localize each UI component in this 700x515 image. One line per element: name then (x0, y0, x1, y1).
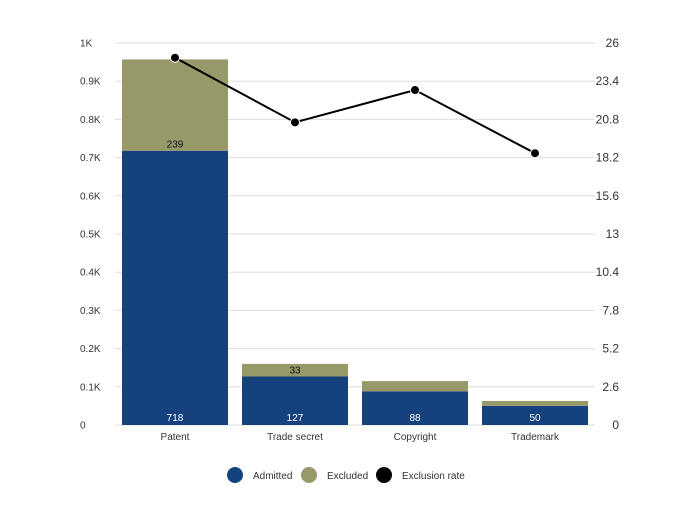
right-tick-label: 18.2 (596, 151, 620, 165)
legend-swatch (376, 467, 392, 483)
left-tick-label: 0.6K (80, 191, 101, 202)
bar-excluded (362, 381, 468, 392)
legend-item: Admitted (227, 467, 292, 483)
right-tick-label: 5.2 (602, 342, 619, 356)
bar-admitted (482, 405, 588, 425)
bar-excluded (482, 400, 588, 406)
right-tick-label: 7.8 (602, 303, 619, 317)
legend-label: Excluded (327, 471, 368, 482)
data-label: 718 (167, 413, 184, 424)
left-tick-label: 0.8K (80, 115, 101, 126)
left-tick-label: 0.9K (80, 77, 101, 88)
data-label: 50 (529, 413, 541, 424)
left-tick-label: 0.2K (80, 344, 101, 355)
left-tick-label: 1K (80, 39, 93, 50)
line-point (170, 52, 180, 63)
bar-excluded (242, 363, 348, 377)
category-labels: Patent Trade secret Copyright Trademark (161, 432, 560, 443)
bar-admitted (362, 391, 468, 425)
left-tick-label: 0.4K (80, 268, 101, 279)
category-label: Copyright (394, 432, 437, 443)
left-tick-label: 0.1K (80, 382, 101, 393)
category-label: Trade secret (267, 432, 323, 443)
bar-admitted (122, 150, 228, 425)
line-point (290, 117, 300, 128)
left-tick-label: 0.3K (80, 306, 101, 317)
right-tick-label: 10.4 (596, 265, 620, 279)
exclusion-rate-line (170, 52, 540, 159)
right-tick-label: 15.6 (596, 189, 620, 203)
left-tick-label: 0.5K (80, 230, 101, 241)
legend-swatch (227, 467, 243, 483)
right-tick-label: 23.4 (596, 74, 620, 88)
category-label: Patent (161, 432, 190, 443)
right-tick-label: 13 (606, 227, 620, 241)
right-tick-label: 2.6 (602, 380, 619, 394)
legend-swatch (301, 467, 317, 483)
line-point (410, 85, 420, 96)
right-tick-label: 0 (612, 418, 619, 432)
right-axis-ticks: 0 2.6 5.2 7.8 10.4 13 15.6 18.2 20.8 23.4 26 (596, 36, 620, 432)
legend: Admitted Excluded Exclusion rate (227, 467, 465, 483)
data-label: 127 (287, 413, 304, 424)
category-label: Trademark (511, 432, 560, 443)
data-label: 239 (167, 140, 184, 151)
right-tick-label: 20.8 (596, 112, 620, 126)
left-tick-label: 0.7K (80, 153, 101, 164)
bar-admitted (242, 376, 348, 425)
legend-item: Excluded (301, 467, 368, 483)
right-tick-label: 26 (606, 36, 620, 50)
legend-label: Admitted (253, 471, 292, 482)
legend-label: Exclusion rate (402, 471, 465, 482)
left-axis-ticks: 0 0.1K 0.2K 0.3K 0.4K 0.5K 0.6K 0.7K 0.8K 0.9K 1K (80, 39, 101, 432)
data-label: 33 (289, 365, 301, 376)
data-label: 88 (409, 413, 421, 424)
bar-excluded (122, 59, 228, 151)
line-point (530, 148, 540, 159)
line-series-exclusion-rate (174, 56, 536, 155)
left-tick-label: 0 (80, 421, 86, 432)
bars (122, 59, 588, 425)
data-labels: 718 239 127 33 88 50 (167, 140, 541, 424)
legend-item: Exclusion rate (376, 467, 465, 483)
